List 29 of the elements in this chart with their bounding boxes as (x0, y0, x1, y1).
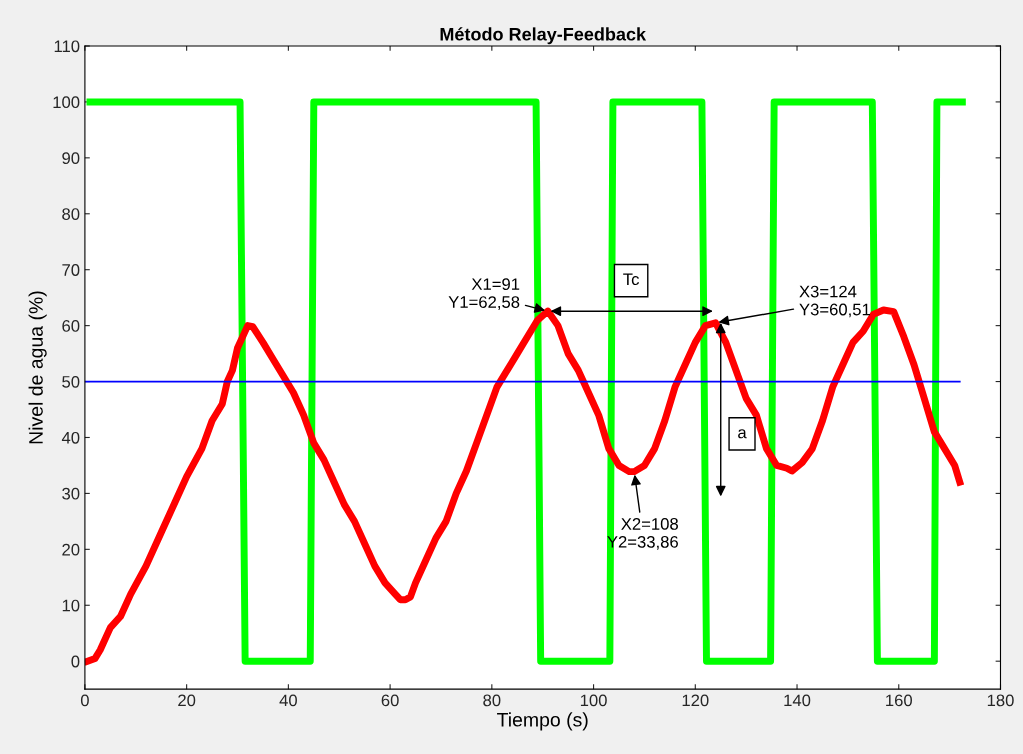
y-axis-title: Nivel de agua (%) (28, 291, 47, 444)
annotation: X1=91 Y1=62,58 (448, 278, 520, 310)
annotation: a (738, 429, 747, 439)
y-tick-label: 70 (62, 264, 80, 276)
annotation: X3=124 Y3=60,51 (799, 285, 870, 318)
y-tick-label: 30 (62, 487, 80, 500)
y-tick-label: 10 (62, 599, 80, 612)
chart-title: Método Relay-Feedback (440, 27, 647, 45)
x-tick-label: 100 (580, 694, 607, 707)
y-tick-label: 60 (62, 320, 80, 332)
x-tick-label: 20 (178, 694, 196, 707)
y-tick-label: 40 (61, 431, 80, 444)
y-tick-label: 100 (53, 96, 80, 109)
y-tick-label: 90 (62, 152, 80, 165)
x-tick-label: 140 (784, 694, 811, 707)
y-tick-label: 20 (62, 543, 80, 556)
y-tick-label: 80 (62, 208, 80, 220)
x-tick-label: 60 (381, 694, 399, 707)
x-tick-label: 120 (682, 694, 709, 707)
y-tick-label: 50 (62, 375, 80, 388)
x-tick-label: 180 (987, 694, 1014, 707)
x-tick-label: 160 (886, 694, 913, 707)
y-tick-label: 0 (71, 655, 80, 668)
x-tick-label: 0 (80, 694, 89, 707)
x-tick-label: 80 (483, 694, 501, 707)
annotation: Tc (623, 273, 640, 286)
x-axis-title: Tiempo (s) (497, 712, 588, 731)
y-tick-label: 110 (54, 40, 80, 53)
x-tick-label: 40 (279, 694, 297, 707)
